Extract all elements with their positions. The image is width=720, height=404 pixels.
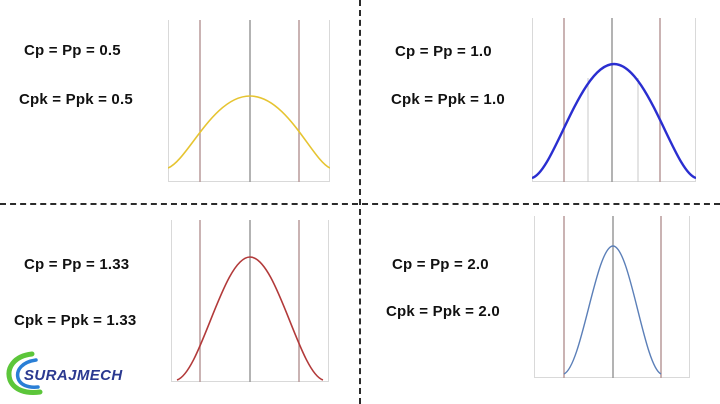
cp-label-2: Cp = Pp = 1.0 xyxy=(395,43,492,60)
cp-label-4: Cp = Pp = 2.0 xyxy=(392,256,489,273)
cp-label-1: Cp = Pp = 0.5 xyxy=(24,42,121,59)
distribution-plot-3 xyxy=(171,220,329,382)
horizontal-divider xyxy=(0,203,720,205)
normal-curve-3 xyxy=(176,256,324,381)
logo-swoosh-green xyxy=(6,351,43,395)
distribution-svg-3 xyxy=(171,220,329,382)
cpk-label-2: Cpk = Ppk = 1.0 xyxy=(391,91,505,108)
distribution-plot-2 xyxy=(532,18,696,182)
vertical-divider xyxy=(359,0,361,404)
surajmech-logo: SURAJMECH xyxy=(2,348,162,398)
logo-swoosh-blue xyxy=(15,358,40,389)
logo-text: SURAJMECH xyxy=(24,367,123,384)
cpk-label-1: Cpk = Ppk = 0.5 xyxy=(19,91,133,108)
distribution-svg-4 xyxy=(534,216,690,378)
distribution-svg-1 xyxy=(168,20,330,182)
surajmech-logo-svg: SURAJMECH xyxy=(6,351,123,395)
distribution-plot-1 xyxy=(168,20,330,182)
normal-curve-4 xyxy=(563,245,662,375)
cpk-label-3: Cpk = Ppk = 1.33 xyxy=(14,312,137,329)
normal-curve-1 xyxy=(168,95,330,169)
cp-label-3: Cp = Pp = 1.33 xyxy=(24,256,130,273)
cpk-label-4: Cpk = Ppk = 2.0 xyxy=(386,303,500,320)
distribution-plot-4 xyxy=(534,216,690,378)
distribution-svg-2 xyxy=(532,18,696,182)
normal-curve-2 xyxy=(532,62,696,180)
